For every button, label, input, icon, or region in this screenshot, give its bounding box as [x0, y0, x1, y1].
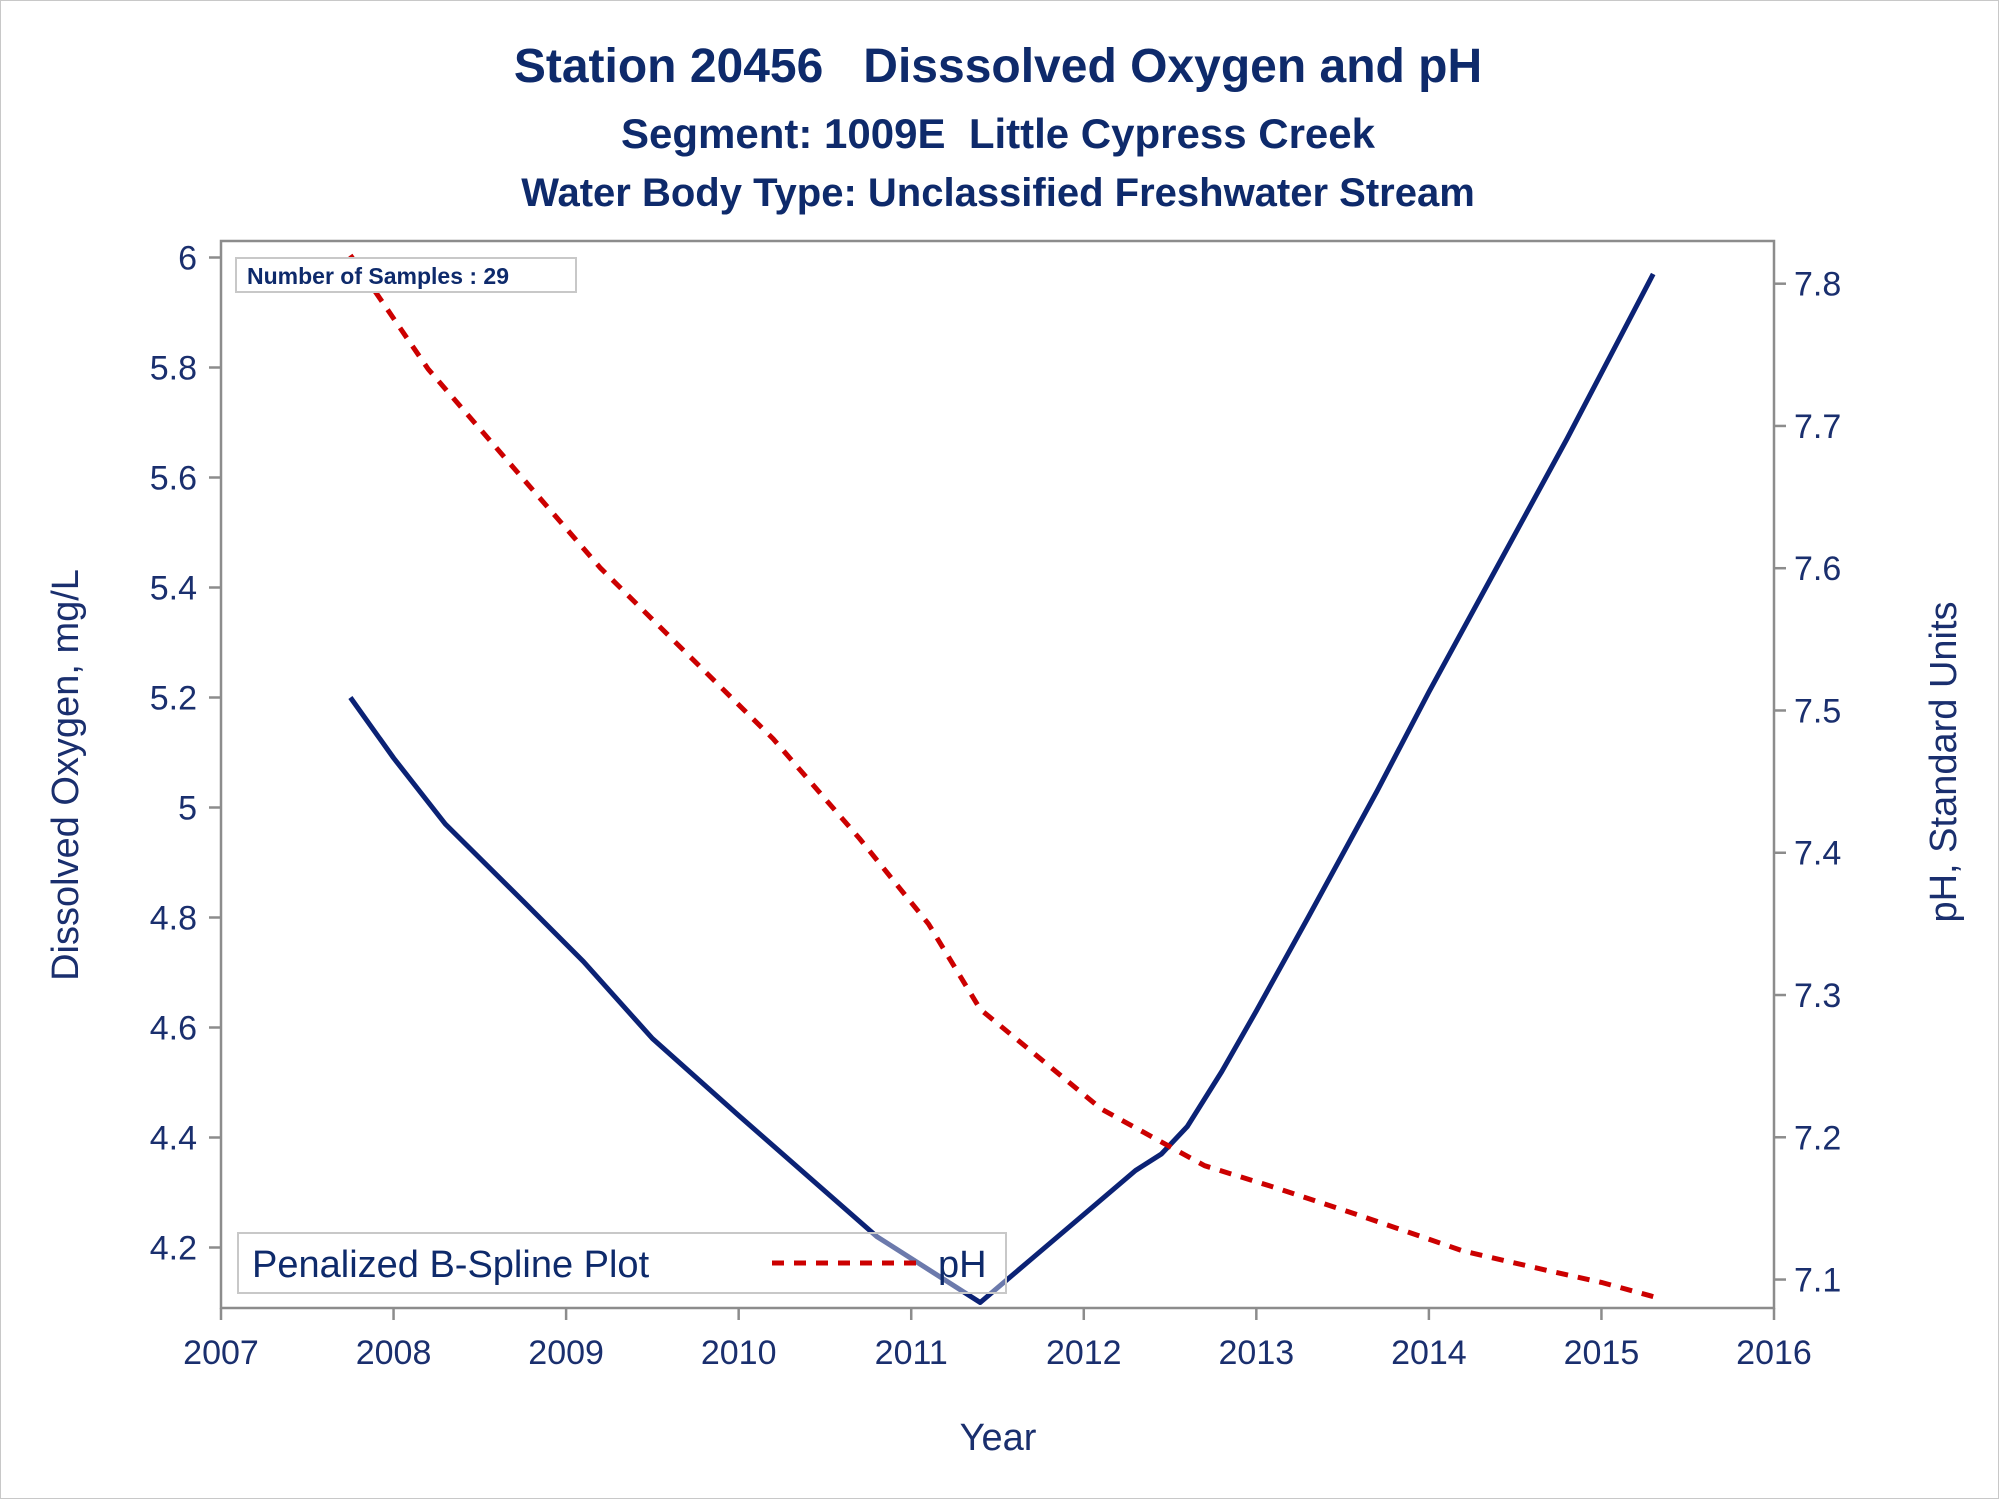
y2-axis-label: pH, Standard Units: [1923, 601, 1965, 922]
x-tick-label: 2016: [1736, 1334, 1812, 1372]
plot-area: [219, 239, 1776, 1310]
x-axis: 2007 2008 2009 2010 2011 2012 2013 2014 2015 2016: [183, 1308, 1812, 1372]
y-tick-label: 4.2: [150, 1230, 197, 1268]
y-tick-label: 5.8: [150, 350, 197, 388]
x-tick-label: 2012: [1046, 1334, 1122, 1372]
y-axis-left: 4.2 4.4 4.6 4.8 5 5.2 5.4 5.6 5.8 6: [150, 240, 221, 1268]
x-tick-label: 2013: [1219, 1334, 1295, 1372]
y-tick-label: 5: [178, 790, 197, 828]
x-tick-label: 2007: [183, 1334, 259, 1372]
sample-count-box: [235, 257, 577, 293]
y2-tick-label: 7.1: [1794, 1262, 1841, 1300]
x-tick-label: 2010: [701, 1334, 777, 1372]
y-axis-right: 7.1 7.2 7.3 7.4 7.5 7.6 7.7 7.8: [1774, 266, 1841, 1300]
y2-tick-label: 7.2: [1794, 1119, 1841, 1157]
y-axis-label: Dissolved Oxygen, mg/L: [45, 569, 87, 981]
y-tick-label: 5.2: [150, 680, 197, 718]
y-tick-label: 5.6: [150, 460, 197, 498]
y2-tick-label: 7.3: [1794, 977, 1841, 1015]
chart-subtitle: Segment: 1009E Little Cypress Creek: [621, 110, 1376, 157]
dissolved-oxygen-series-line: [348, 272, 1656, 1305]
y2-tick-label: 7.5: [1794, 692, 1841, 730]
x-axis-label: Year: [960, 1417, 1037, 1459]
legend-box: [237, 1232, 1007, 1294]
x-tick-label: 2008: [356, 1334, 432, 1372]
y-tick-label: 4.4: [150, 1120, 197, 1158]
x-tick-label: 2009: [528, 1334, 604, 1372]
sample-count-text: Number of Samples : 29: [247, 263, 509, 289]
x-tick-label: 2014: [1391, 1334, 1467, 1372]
x-tick-label: 2011: [875, 1334, 948, 1372]
ph-series-line: [348, 253, 1654, 1300]
x-tick-label: 2015: [1564, 1334, 1640, 1372]
y2-tick-label: 7.4: [1794, 835, 1841, 873]
y-tick-label: 5.4: [150, 570, 197, 608]
legend: Penalized B-Spline Plot pH: [237, 1232, 1007, 1294]
chart-subtitle-2: Water Body Type: Unclassified Freshwater…: [521, 171, 1475, 215]
series-layer: [348, 253, 1656, 1305]
y2-tick-label: 7.6: [1794, 550, 1841, 588]
y-tick-label: 4.8: [150, 900, 197, 938]
legend-title: Penalized B-Spline Plot: [252, 1244, 650, 1286]
chart-title: Station 20456 Disssolved Oxygen and pH: [514, 40, 1482, 93]
y2-tick-label: 7.7: [1794, 408, 1841, 446]
y2-tick-label: 7.8: [1794, 266, 1841, 304]
legend-ph-label: pH: [938, 1244, 987, 1286]
y-tick-label: 4.6: [150, 1010, 197, 1048]
y-tick-label: 6: [178, 240, 197, 278]
